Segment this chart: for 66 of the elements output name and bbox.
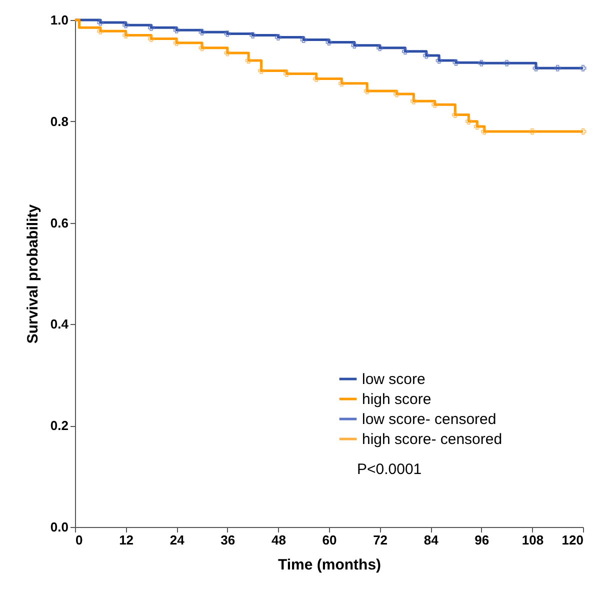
legend-label: low score- censored xyxy=(362,411,496,428)
x-tick-label: 84 xyxy=(424,532,440,548)
point xyxy=(423,52,430,59)
point xyxy=(300,36,307,44)
point xyxy=(351,42,358,49)
point xyxy=(250,32,256,38)
x-tick-label: 48 xyxy=(271,532,286,548)
point xyxy=(393,90,400,98)
point xyxy=(478,60,485,66)
point xyxy=(554,64,561,72)
x-tick-label: 12 xyxy=(119,532,134,548)
point xyxy=(452,59,460,66)
x-tick-label: 120 xyxy=(562,532,584,548)
x-tick-label: 0 xyxy=(76,532,83,548)
x-tick-label: 60 xyxy=(322,532,337,548)
point xyxy=(148,36,154,42)
point xyxy=(224,30,231,37)
point xyxy=(474,123,480,130)
point xyxy=(452,112,458,118)
point xyxy=(274,34,282,40)
point xyxy=(173,26,180,34)
point xyxy=(224,50,231,56)
y-tick-label: 0.4 xyxy=(50,316,70,332)
point xyxy=(481,128,488,135)
point xyxy=(122,32,130,38)
point xyxy=(198,44,206,52)
point xyxy=(432,101,438,108)
x-tick-label: 36 xyxy=(220,532,236,548)
point xyxy=(532,64,540,72)
x-tick-label: 24 xyxy=(170,532,186,548)
y-tick-label: 0.8 xyxy=(50,114,68,129)
annotation: P<0.0001 xyxy=(357,461,422,478)
point xyxy=(258,67,265,74)
point xyxy=(410,98,417,104)
y-tick-label: 0.2 xyxy=(50,418,68,434)
point xyxy=(580,128,586,135)
point xyxy=(245,57,252,64)
point xyxy=(436,57,442,64)
point xyxy=(402,48,408,55)
point xyxy=(580,64,586,72)
point xyxy=(283,70,290,77)
point xyxy=(376,44,384,52)
point xyxy=(148,24,154,31)
legend-label: low score xyxy=(362,371,426,388)
x-tick-label: 72 xyxy=(373,532,388,548)
y-tick-label: 0.6 xyxy=(50,215,68,230)
y-tick-label: 1.0 xyxy=(50,12,68,28)
point xyxy=(97,28,104,34)
x-axis-title: Time (months) xyxy=(278,556,382,574)
point xyxy=(198,28,206,36)
point xyxy=(97,19,104,26)
point xyxy=(326,39,332,46)
point xyxy=(528,128,536,135)
point xyxy=(465,118,472,125)
point xyxy=(313,76,320,82)
point xyxy=(173,40,180,46)
y-axis-title: Survival probability xyxy=(24,204,42,344)
point xyxy=(338,80,345,87)
y-tick-label: 0.0 xyxy=(50,520,68,534)
point xyxy=(122,22,130,28)
x-tick-label: 108 xyxy=(522,532,544,548)
legend-label: high score xyxy=(362,391,432,408)
point xyxy=(364,88,370,94)
x-tick-label: 96 xyxy=(474,532,490,548)
point xyxy=(504,60,510,66)
legend-label: high score- censored xyxy=(362,431,502,448)
